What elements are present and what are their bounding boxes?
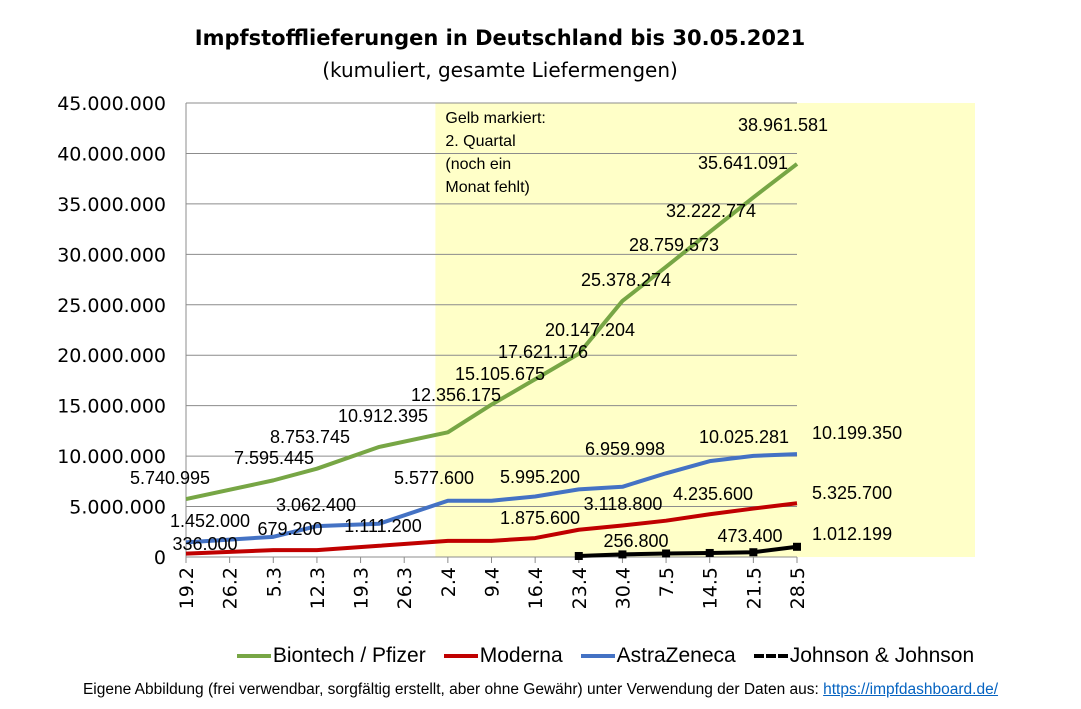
highlight-region [435,103,975,557]
line-chart: Impfstofflieferungen in Deutschland bis … [57,26,975,609]
data-label: 7.595.445 [234,448,314,468]
y-tick-label: 20.000.000 [57,345,166,367]
x-tick-label: 2.4 [438,567,460,597]
data-label: 5.995.200 [500,467,580,487]
data-label: 32.222.774 [666,201,756,221]
legend-label: Johnson & Johnson [789,644,975,667]
x-tick-label: 12.3 [307,567,329,609]
data-label: 679.200 [257,519,322,539]
data-label: 1.875.600 [500,508,580,528]
legend-item: Johnson & Johnson [753,644,975,668]
data-marker [705,548,714,557]
highlight-note-line: 2. Quartal [445,133,515,150]
legend: Biontech / Pfizer Moderna AstraZeneca Johns… [0,644,1081,668]
series-line-3 [578,544,798,558]
data-label: 256.800 [603,531,668,551]
x-tick-label: 14.5 [700,567,722,609]
x-tick-label: 21.5 [743,567,765,609]
data-label: 5.740.995 [130,468,210,488]
legend-item: AstraZeneca [580,644,736,668]
legend-swatch [443,654,478,658]
data-label: 28.759.573 [629,235,719,255]
data-label: 8.753.745 [270,427,350,447]
data-label: 12.356.175 [411,385,501,405]
y-tick-label: 40.000.000 [57,143,166,165]
y-tick-label: 30.000.000 [57,244,166,266]
chart-subtitle: (kumuliert, gesamte Liefermengen) [322,58,678,82]
y-tick-label: 45.000.000 [57,93,166,115]
x-tick-label: 19.2 [176,567,198,609]
x-tick-label: 5.3 [263,567,285,597]
data-label: 3.062.400 [276,495,356,515]
y-tick-label: 5.000.000 [69,497,166,519]
data-label: 5.325.700 [812,483,892,503]
data-marker [574,551,583,560]
data-marker [618,550,627,559]
legend-label: Moderna [479,644,563,667]
x-tick-label: 16.4 [525,567,547,609]
series-line-1 [185,501,798,556]
legend-swatch [580,654,615,658]
x-tick-label: 9.4 [482,567,504,597]
legend-item: Moderna [443,644,563,668]
legend-label: Biontech / Pfizer [272,644,426,667]
data-label: 1.111.200 [344,516,421,536]
y-tick-label: 0 [154,547,166,569]
data-marker [749,548,758,557]
data-label: 5.577.600 [394,468,474,488]
data-label: 15.105.675 [455,364,545,384]
x-tick-label: 26.2 [220,567,242,609]
data-label: 1.012.199 [812,524,892,544]
highlight-note-line: (noch ein [445,156,511,173]
x-tick-label: 28.5 [787,567,809,609]
data-label: 3.118.800 [584,494,663,514]
data-label: 10.199.350 [812,423,902,443]
series-line-0 [185,162,799,502]
x-tick-label: 23.4 [569,567,591,609]
x-tick-label: 26.3 [394,567,416,609]
data-label: 35.641.091 [698,153,788,173]
legend-item: Biontech / Pfizer [236,644,426,668]
x-tick-label: 19.3 [351,567,373,609]
data-label: 473.400 [717,526,782,546]
x-tick-label: 30.4 [612,567,634,609]
data-label: 336.000 [172,534,237,554]
y-tick-label: 10.000.000 [57,446,166,468]
data-label: 1.452.000 [170,511,250,531]
highlight-note-line: Gelb markiert: [445,110,545,127]
y-tick-label: 25.000.000 [57,295,166,317]
data-label: 10.025.281 [699,427,789,447]
data-label: 6.959.998 [585,439,665,459]
data-label: 38.961.581 [738,115,828,135]
y-tick-label: 35.000.000 [57,194,166,216]
footer-text: Eigene Abbildung (frei verwendbar, sorgf… [82,681,824,698]
data-label: 4.235.600 [673,484,753,504]
data-label: 20.147.204 [545,320,635,340]
data-label: 17.621.176 [498,342,588,362]
data-label: 10.912.395 [338,406,428,426]
footer-source: Eigene Abbildung (frei verwendbar, sorgf… [0,681,1081,699]
legend-label: AstraZeneca [616,644,736,667]
legend-swatch [236,654,271,658]
data-marker [662,549,671,558]
series-line-2 [185,452,798,545]
x-tick-label: 7.5 [656,567,678,597]
y-tick-label: 15.000.000 [57,396,166,418]
chart-title: Impfstofflieferungen in Deutschland bis … [195,26,805,50]
data-marker [793,542,801,551]
data-label: 25.378.274 [581,270,671,290]
source-link[interactable]: https://impfdashboard.de/ [823,681,999,698]
legend-swatch [753,654,788,658]
highlight-note-line: Monat fehlt) [445,179,529,196]
